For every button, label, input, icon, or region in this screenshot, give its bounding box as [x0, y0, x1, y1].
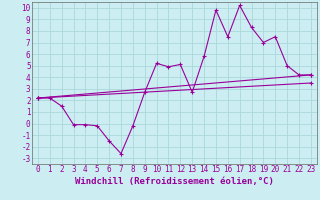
X-axis label: Windchill (Refroidissement éolien,°C): Windchill (Refroidissement éolien,°C)	[75, 177, 274, 186]
